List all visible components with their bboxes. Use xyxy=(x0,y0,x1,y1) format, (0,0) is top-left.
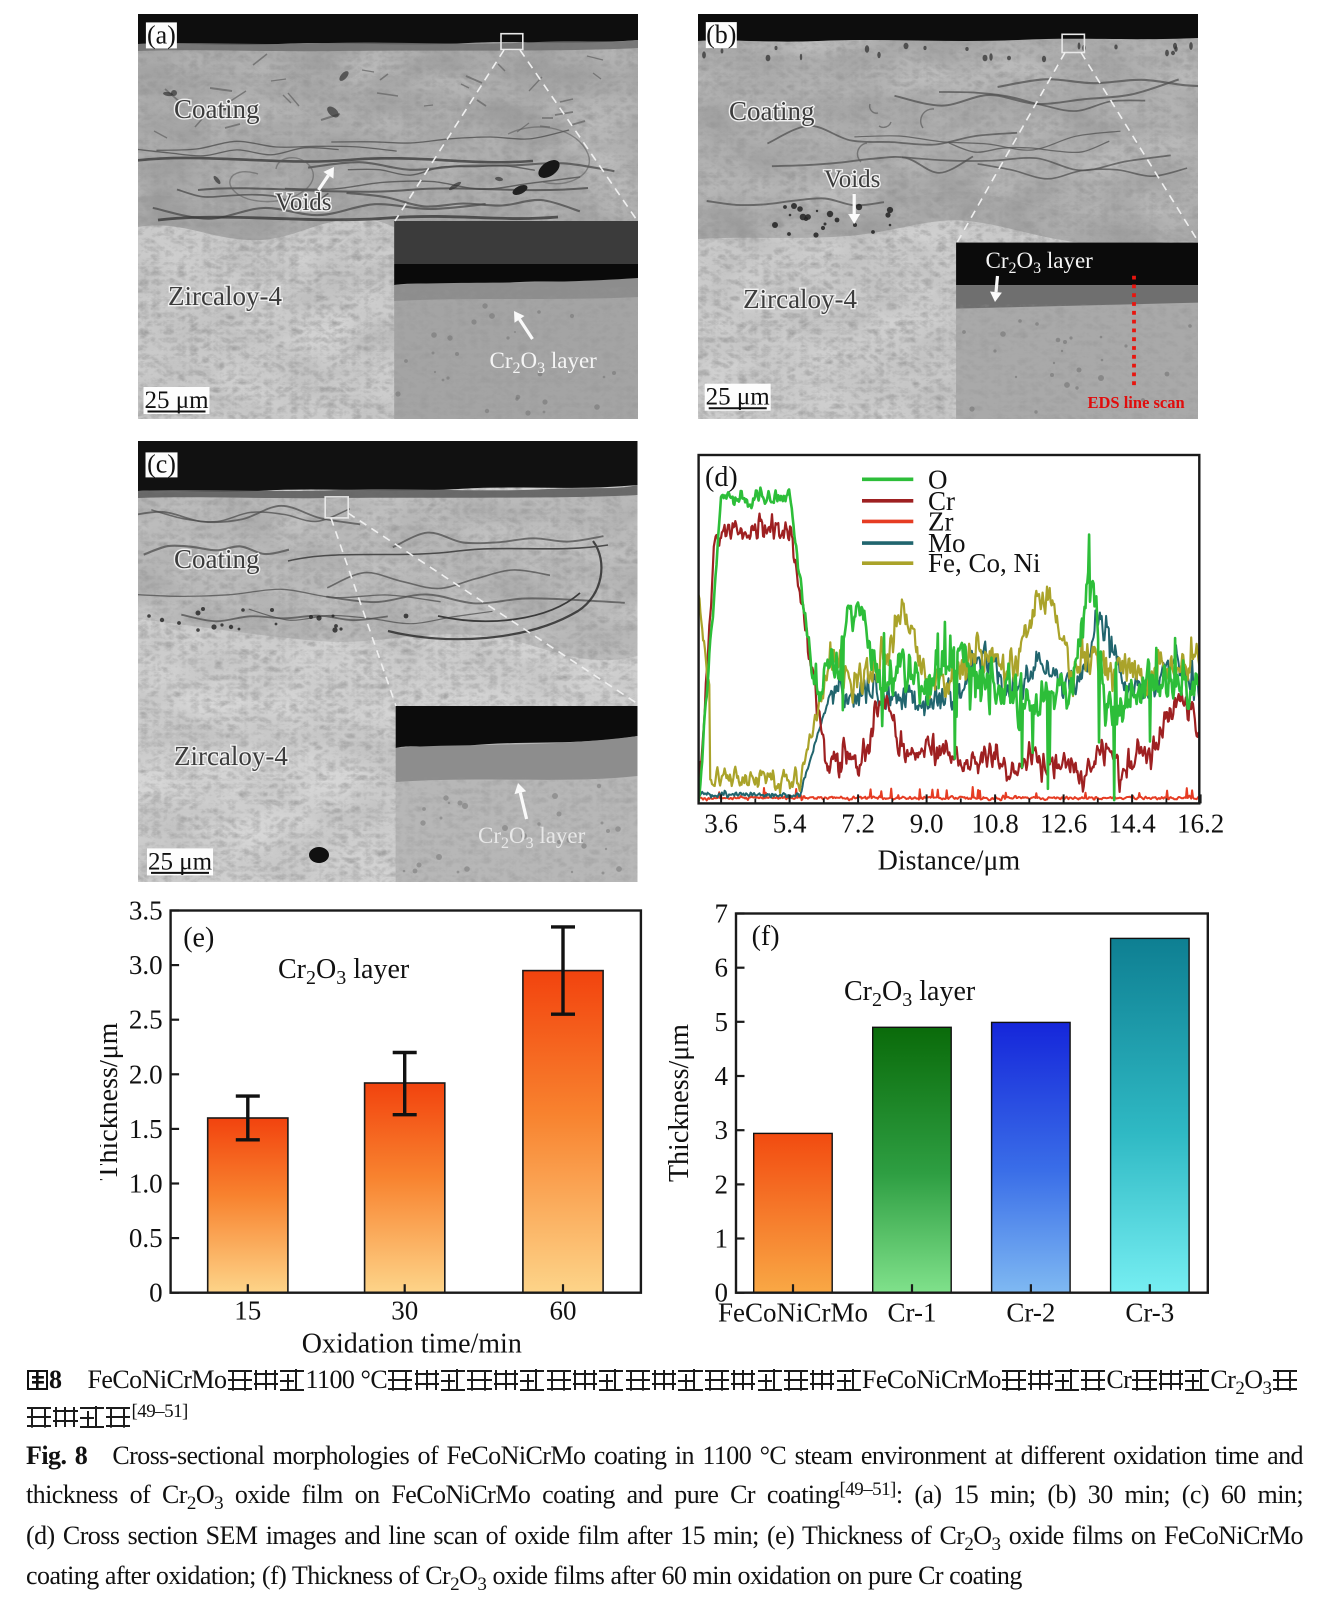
svg-text:16.2: 16.2 xyxy=(1177,808,1224,838)
svg-text:(e): (e) xyxy=(183,923,214,954)
svg-text:Thickness/μm: Thickness/μm xyxy=(100,1022,124,1180)
svg-text:2.0: 2.0 xyxy=(129,1059,163,1089)
svg-text:EDS line scan: EDS line scan xyxy=(1087,393,1184,412)
svg-text:2.5: 2.5 xyxy=(129,1005,163,1035)
svg-text:O: O xyxy=(928,464,948,494)
svg-text:Thickness/μm: Thickness/μm xyxy=(664,1024,695,1182)
svg-text:25 μm: 25 μm xyxy=(148,848,213,875)
svg-text:Cr-3: Cr-3 xyxy=(1125,1298,1174,1328)
svg-text:7: 7 xyxy=(715,899,729,929)
svg-text:4: 4 xyxy=(715,1061,729,1091)
svg-text:Coating: Coating xyxy=(174,94,260,124)
svg-text:Zircaloy-4: Zircaloy-4 xyxy=(743,284,857,314)
svg-text:3.5: 3.5 xyxy=(129,896,163,926)
svg-text:5.4: 5.4 xyxy=(773,808,807,838)
svg-text:60: 60 xyxy=(550,1296,577,1326)
svg-text:7.2: 7.2 xyxy=(841,808,875,838)
svg-text:0: 0 xyxy=(715,1278,729,1308)
svg-text:1.5: 1.5 xyxy=(129,1114,163,1144)
svg-text:Cr-2: Cr-2 xyxy=(1006,1298,1055,1328)
svg-text:12.6: 12.6 xyxy=(1040,808,1087,838)
svg-text:Coating: Coating xyxy=(729,96,815,126)
svg-text:1.0: 1.0 xyxy=(129,1169,163,1199)
svg-text:15: 15 xyxy=(234,1296,261,1326)
svg-text:0: 0 xyxy=(149,1278,163,1308)
svg-text:0.5: 0.5 xyxy=(129,1223,163,1253)
svg-text:Voids: Voids xyxy=(275,189,332,216)
svg-text:3: 3 xyxy=(715,1115,729,1145)
svg-text:Cr-1: Cr-1 xyxy=(888,1298,937,1328)
svg-text:Zircaloy-4: Zircaloy-4 xyxy=(168,281,282,311)
svg-text:Cr2O3 layer: Cr2O3 layer xyxy=(844,976,976,1011)
svg-text:Fe, Co, Ni: Fe, Co, Ni xyxy=(928,548,1041,578)
svg-text:25 μm: 25 μm xyxy=(705,384,770,411)
svg-text:10.8: 10.8 xyxy=(971,808,1018,838)
svg-text:FeCoNiCrMo: FeCoNiCrMo xyxy=(718,1298,868,1328)
svg-text:(a): (a) xyxy=(146,20,175,49)
svg-text:Mo: Mo xyxy=(928,528,966,558)
svg-text:2: 2 xyxy=(715,1169,729,1199)
svg-text:14.4: 14.4 xyxy=(1108,808,1156,838)
svg-text:Oxidation time/min: Oxidation time/min xyxy=(302,1329,522,1360)
svg-text:5: 5 xyxy=(715,1007,729,1037)
svg-text:(d): (d) xyxy=(705,462,738,493)
svg-text:Cr: Cr xyxy=(928,486,955,516)
svg-text:Zircaloy-4: Zircaloy-4 xyxy=(174,741,288,771)
svg-text:3.0: 3.0 xyxy=(129,950,163,980)
svg-text:Coating: Coating xyxy=(174,544,259,574)
svg-text:6: 6 xyxy=(715,953,729,983)
svg-text:Distance/μm: Distance/μm xyxy=(878,845,1021,876)
svg-text:9.0: 9.0 xyxy=(910,808,944,838)
svg-text:30: 30 xyxy=(391,1296,418,1326)
svg-text:(f): (f) xyxy=(752,921,780,952)
svg-text:Cr2O3 layer: Cr2O3 layer xyxy=(278,954,410,989)
svg-text:Zr: Zr xyxy=(928,506,953,536)
svg-text:1: 1 xyxy=(715,1224,729,1254)
svg-text:3.6: 3.6 xyxy=(704,808,738,838)
svg-text:Cr2O3 layer: Cr2O3 layer xyxy=(478,823,586,852)
svg-text:(b): (b) xyxy=(706,20,736,49)
svg-text:Voids: Voids xyxy=(823,166,880,193)
svg-text:(c): (c) xyxy=(147,449,176,478)
svg-text:25 μm: 25 μm xyxy=(144,387,209,414)
